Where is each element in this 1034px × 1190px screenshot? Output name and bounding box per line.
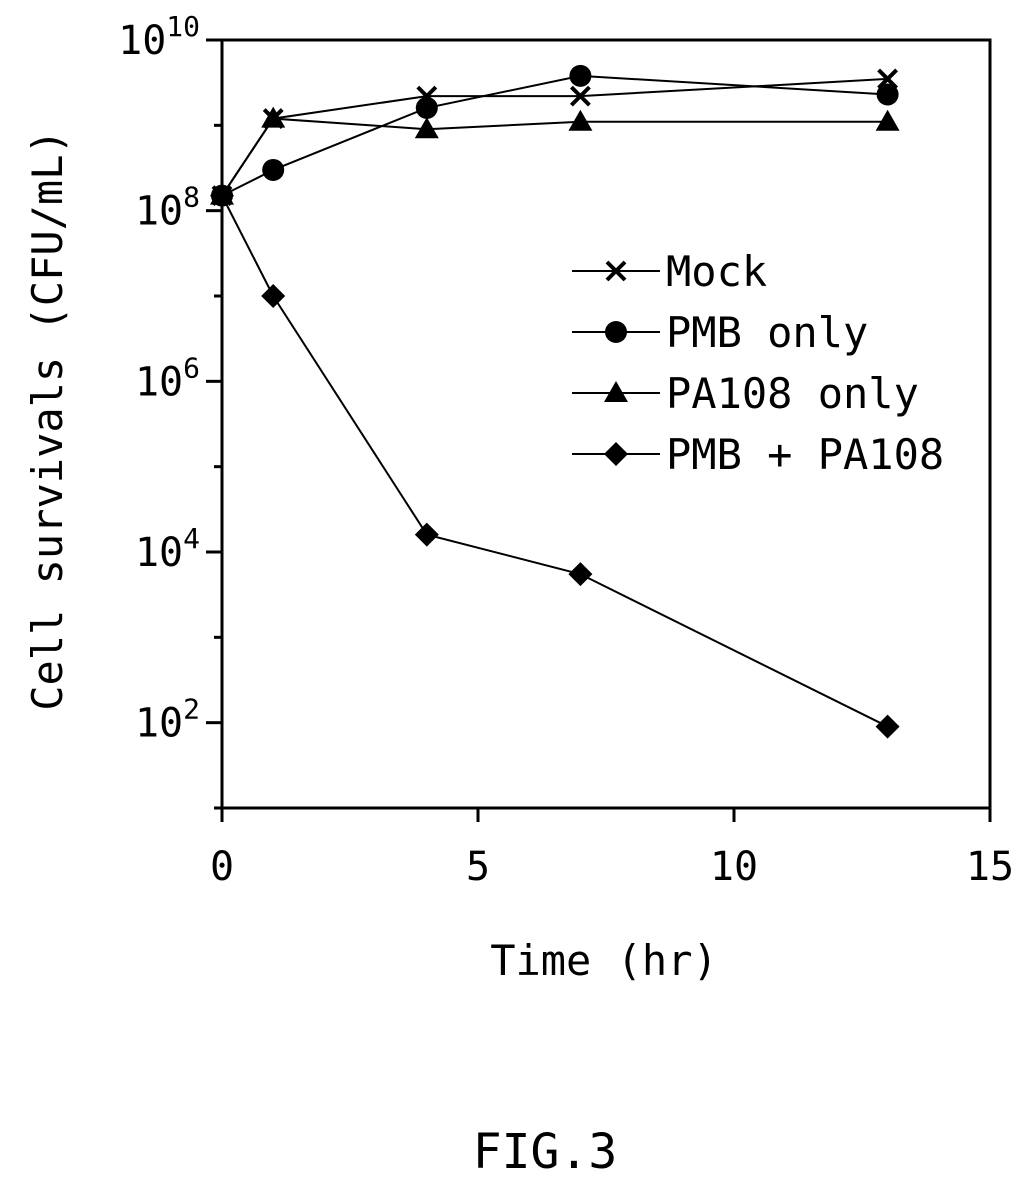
y-tick-label-exponent: 6 bbox=[183, 351, 200, 384]
x-axis-title: Time (hr) bbox=[490, 936, 718, 985]
legend: Mock PMB only PA108 only PMB + PA108 bbox=[572, 247, 944, 479]
series-line bbox=[221, 74, 888, 197]
series-pmb-only bbox=[211, 64, 899, 207]
x-tick-label: 0 bbox=[210, 844, 234, 890]
y-tick-label-exponent: 10 bbox=[166, 10, 200, 43]
y-tick-label: 1010 bbox=[118, 10, 200, 64]
series-pmb-pa108 bbox=[210, 183, 900, 739]
data-point-diamond bbox=[414, 522, 439, 547]
legend-entry-pmb-pa108: PMB + PA108 bbox=[572, 430, 944, 479]
series-line bbox=[221, 77, 888, 197]
y-axis-title: Cell survivals (CFU/mL) bbox=[23, 129, 72, 711]
data-point-triangle bbox=[261, 106, 286, 128]
legend-marker-triangle bbox=[604, 381, 628, 402]
series-layer bbox=[210, 64, 900, 739]
y-tick-label-base: 10 bbox=[135, 359, 183, 405]
x-tick-label: 5 bbox=[466, 844, 490, 890]
data-point-diamond bbox=[210, 183, 234, 208]
series-pa108-only bbox=[210, 106, 900, 205]
legend-label: PA108 only bbox=[666, 369, 919, 418]
y-tick-label: 106 bbox=[135, 351, 200, 405]
y-tick-label-exponent: 4 bbox=[183, 522, 200, 555]
legend-label: PMB only bbox=[666, 308, 868, 357]
data-point-circle bbox=[415, 96, 438, 119]
data-point-x bbox=[877, 68, 899, 90]
y-tick-label-base: 10 bbox=[118, 18, 166, 64]
x-tick-label: 15 bbox=[966, 844, 1014, 890]
data-point-circle bbox=[569, 64, 592, 87]
data-point-diamond bbox=[568, 562, 593, 587]
legend-label: Mock bbox=[666, 247, 767, 296]
plot-frame bbox=[220, 38, 992, 810]
legend-marker-diamond bbox=[604, 442, 628, 466]
y-tick-label-base: 10 bbox=[135, 189, 183, 235]
y-tick-label: 102 bbox=[135, 693, 200, 747]
data-point-x bbox=[569, 85, 591, 107]
y-tick-label: 108 bbox=[135, 181, 200, 235]
data-point-triangle bbox=[414, 117, 439, 139]
series-line bbox=[221, 117, 888, 197]
figure-caption: FIG.3 bbox=[473, 1124, 618, 1180]
legend-label: PMB + PA108 bbox=[666, 430, 944, 479]
x-tick-label: 10 bbox=[710, 844, 758, 890]
data-point-diamond bbox=[261, 284, 286, 308]
data-point-triangle bbox=[568, 109, 593, 131]
y-tick-label-exponent: 8 bbox=[183, 181, 200, 214]
legend-entry-pmb-only: PMB only bbox=[572, 308, 868, 357]
legend-entry-pa108-only: PA108 only bbox=[572, 369, 919, 418]
y-tick-label: 104 bbox=[135, 522, 200, 576]
data-point-circle bbox=[262, 158, 285, 181]
x-axis: 0 5 10 15 bbox=[210, 808, 1014, 890]
legend-entry-mock: Mock bbox=[572, 247, 767, 296]
data-point-triangle bbox=[875, 109, 900, 131]
y-tick-label-base: 10 bbox=[135, 701, 183, 747]
y-tick-label-exponent: 2 bbox=[183, 693, 200, 726]
data-point-circle bbox=[876, 83, 899, 106]
legend-marker-x bbox=[605, 260, 627, 282]
plot-area bbox=[220, 38, 992, 810]
series-mock bbox=[211, 68, 899, 207]
legend-marker-circle bbox=[605, 321, 627, 343]
data-point-diamond bbox=[875, 714, 900, 739]
y-tick-label-base: 10 bbox=[135, 530, 183, 576]
